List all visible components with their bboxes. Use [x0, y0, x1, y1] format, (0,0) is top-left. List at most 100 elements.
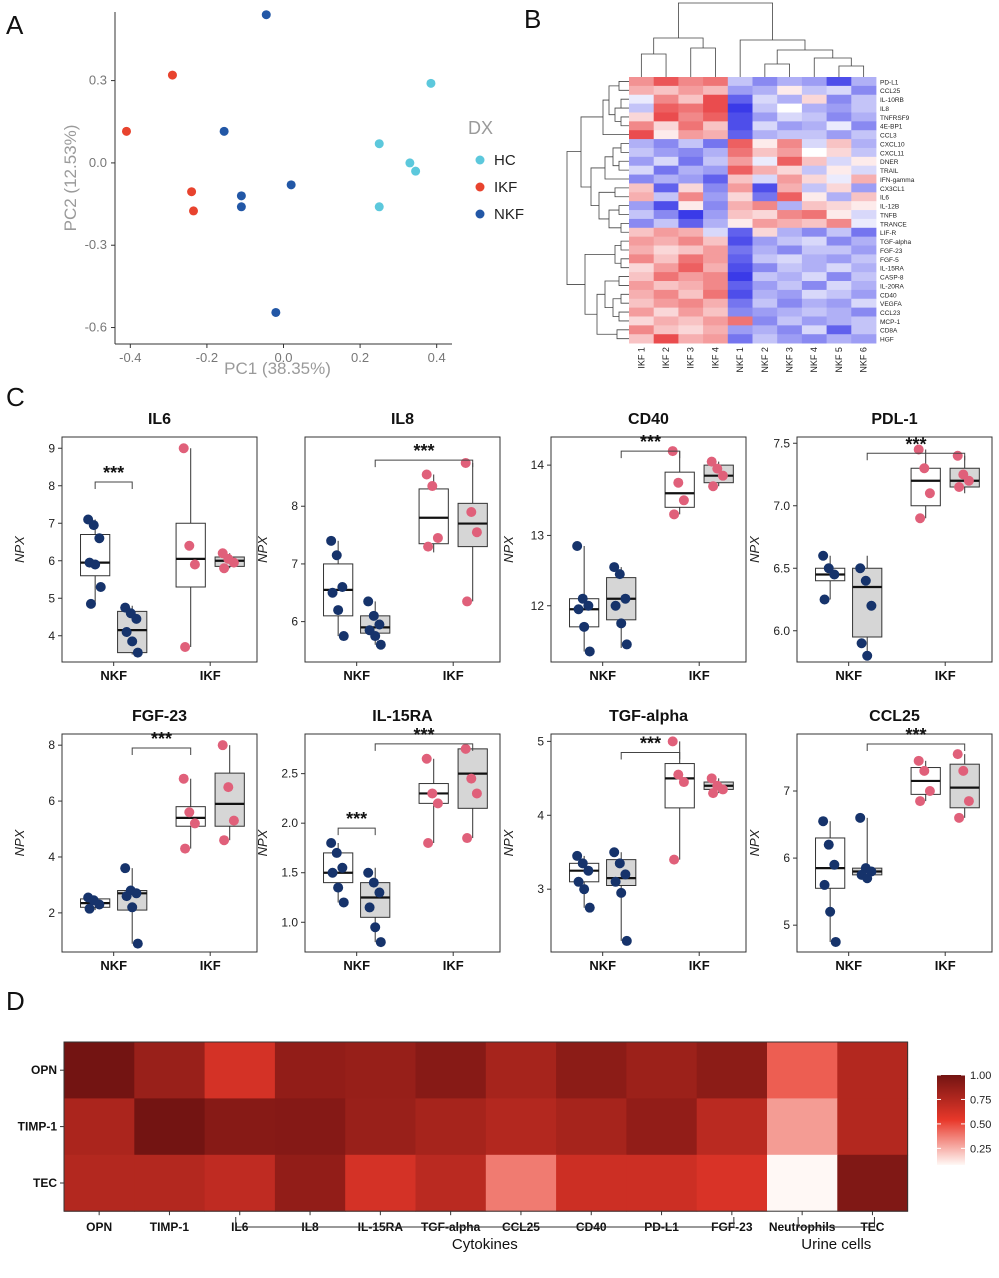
c1-plot-frame [61, 436, 258, 663]
c5-point-3-0 [217, 740, 228, 751]
b-cell-fgf-23-nkf1 [727, 245, 753, 255]
a-point-nkf-4 [286, 180, 296, 190]
d-cell-timp-1-il8 [274, 1098, 346, 1156]
b-cell-il-20ra-nkf3 [777, 281, 803, 291]
b-row-label-23: IL-20RA [880, 283, 905, 290]
b-cell-ccl3-nkf4 [801, 130, 827, 140]
b-cell-fgf-23-nkf4 [801, 245, 827, 255]
c5-point-1-3 [121, 891, 132, 902]
b-cell-trance-ikf2 [653, 218, 679, 229]
b-cell-ccl25-nkf2 [752, 85, 778, 96]
b-cell-tnfrsf9-ikf4 [703, 112, 729, 122]
b-cell-hgf-ikf4 [703, 334, 729, 344]
d-cell-tec-pd-l1 [626, 1154, 698, 1212]
b-col-label-6: NKF 3 [785, 347, 795, 373]
b-cell-ccl3-nkf5 [826, 130, 852, 140]
b-cell-trail-nkf3 [777, 165, 803, 175]
b-cell-tnfrsf9-nkf4 [801, 112, 827, 122]
d-cell-timp-1-tec [837, 1098, 909, 1156]
b-row-label-0: PD-L1 [880, 79, 899, 86]
c3-point-1-5 [621, 639, 632, 650]
c3-point-1-0 [609, 562, 620, 573]
b-cell-cxcl10-nkf3 [777, 139, 803, 149]
b-row-label-27: MCP-1 [880, 319, 901, 326]
c7-point-3-3 [708, 788, 719, 799]
a-point-hc-2 [405, 158, 415, 168]
b-cell-il6-nkf3 [777, 192, 803, 202]
b-cell-ccl3-nkf6 [851, 130, 877, 140]
b-cell-pd-l1-ikf2 [653, 77, 679, 87]
c7-y-tick-label-0: 3 [537, 882, 544, 896]
c8-x-category-nkf: NKF [835, 958, 862, 973]
c4-point-2-2 [924, 488, 935, 499]
c2-x-category-ikf: IKF [443, 668, 464, 683]
b-row-dendro-branch-6 [620, 143, 629, 153]
c8-point-0-3 [819, 879, 830, 890]
b-cell-cxcl11-nkf1 [727, 147, 753, 158]
b-cell-fgf-5-nkf1 [727, 254, 753, 264]
b-cell-cx3cl1-nkf6 [851, 183, 877, 193]
c5-point-2-0 [178, 773, 189, 784]
d-cell-tec-neutrophils [767, 1154, 838, 1212]
b-cell-hgf-nkf5 [826, 334, 852, 344]
c6-point-1-2 [374, 887, 385, 898]
b-cell-il-20ra-nkf1 [727, 281, 753, 291]
b-cell-vegfa-nkf1 [727, 298, 753, 309]
b-cell-tnfrsf9-ikf2 [653, 112, 679, 122]
d-cell-opn-cd40 [556, 1042, 627, 1099]
c5-x-category-ikf: IKF [200, 958, 221, 973]
b-cell-4e-bp1-nkf5 [826, 121, 852, 131]
b-cell-cd40-nkf5 [826, 289, 852, 300]
d-cell-timp-1-ccl25 [485, 1098, 557, 1156]
b-cell-hgf-ikf3 [678, 334, 704, 344]
c4-x-category-nkf: NKF [835, 668, 862, 683]
a-x-tick-label-2: 0.0 [274, 350, 292, 365]
c4-plot-frame [796, 436, 993, 663]
b-cell-trail-ikf2 [653, 165, 679, 175]
b-cell-trail-nkf1 [727, 165, 753, 175]
b-cell-il6-nkf5 [826, 192, 852, 202]
c8-point-0-5 [830, 936, 841, 947]
b-cell-mcp-1-ikf3 [678, 316, 704, 326]
c6-y-tick-label-3: 2.5 [281, 767, 298, 781]
b-cell-fgf-5-nkf5 [826, 254, 852, 264]
b-cell-il-10rb-nkf3 [777, 94, 803, 105]
d-colorbar-label-3: 0.25 [970, 1143, 991, 1155]
c8-point-0-1 [823, 839, 834, 850]
b-cell-il-10rb-nkf2 [752, 94, 778, 105]
b-cell-il-12b-nkf4 [801, 201, 827, 211]
d-colorbar-label-1: 0.75 [970, 1094, 991, 1106]
b-cell-trail-nkf2 [752, 165, 778, 175]
c1-point-0-4 [90, 559, 101, 570]
c5-point-1-2 [131, 888, 142, 899]
c1-point-0-1 [88, 520, 99, 531]
c4-point-1-1 [860, 575, 871, 586]
b-cell-dner-nkf5 [826, 156, 852, 167]
d-group-label-0: Cytokines [452, 1236, 518, 1253]
b-cell-il-12b-ikf4 [703, 201, 729, 211]
c4-point-2-3 [915, 513, 926, 524]
b-cell-il-15ra-nkf2 [752, 263, 778, 273]
c2-point-2-1 [427, 481, 438, 492]
b-row-dendro-branch-16 [620, 240, 629, 251]
b-cell-4e-bp1-nkf2 [752, 121, 778, 131]
c3-point-3-0 [706, 456, 717, 467]
c2-point-3-3 [462, 596, 473, 607]
c7-y-tick-label-1: 4 [537, 808, 544, 822]
c2-box-2 [418, 488, 449, 545]
d-group-bracket-0 [235, 1217, 735, 1228]
b-cell-dner-nkf6 [851, 156, 877, 167]
b-cell-ccl25-ikf4 [703, 85, 729, 96]
b-cell-cx3cl1-ikf3 [678, 183, 704, 193]
c2-y-tick-label-1: 7 [291, 557, 298, 571]
b-cell-casp-8-nkf2 [752, 272, 778, 282]
c2-point-0-5 [338, 631, 349, 642]
b-cell-lif-r-ikf4 [703, 227, 729, 238]
b-cell-mcp-1-ikf1 [629, 316, 655, 326]
b-cell-cxcl10-ikf3 [678, 139, 704, 149]
b-col-label-2: IKF 3 [686, 347, 696, 369]
b-cell-ifn-gamma-nkf5 [826, 174, 852, 184]
c8-y-tick-label-0: 5 [783, 918, 790, 932]
c4-sig-bracket-0 [866, 452, 966, 461]
